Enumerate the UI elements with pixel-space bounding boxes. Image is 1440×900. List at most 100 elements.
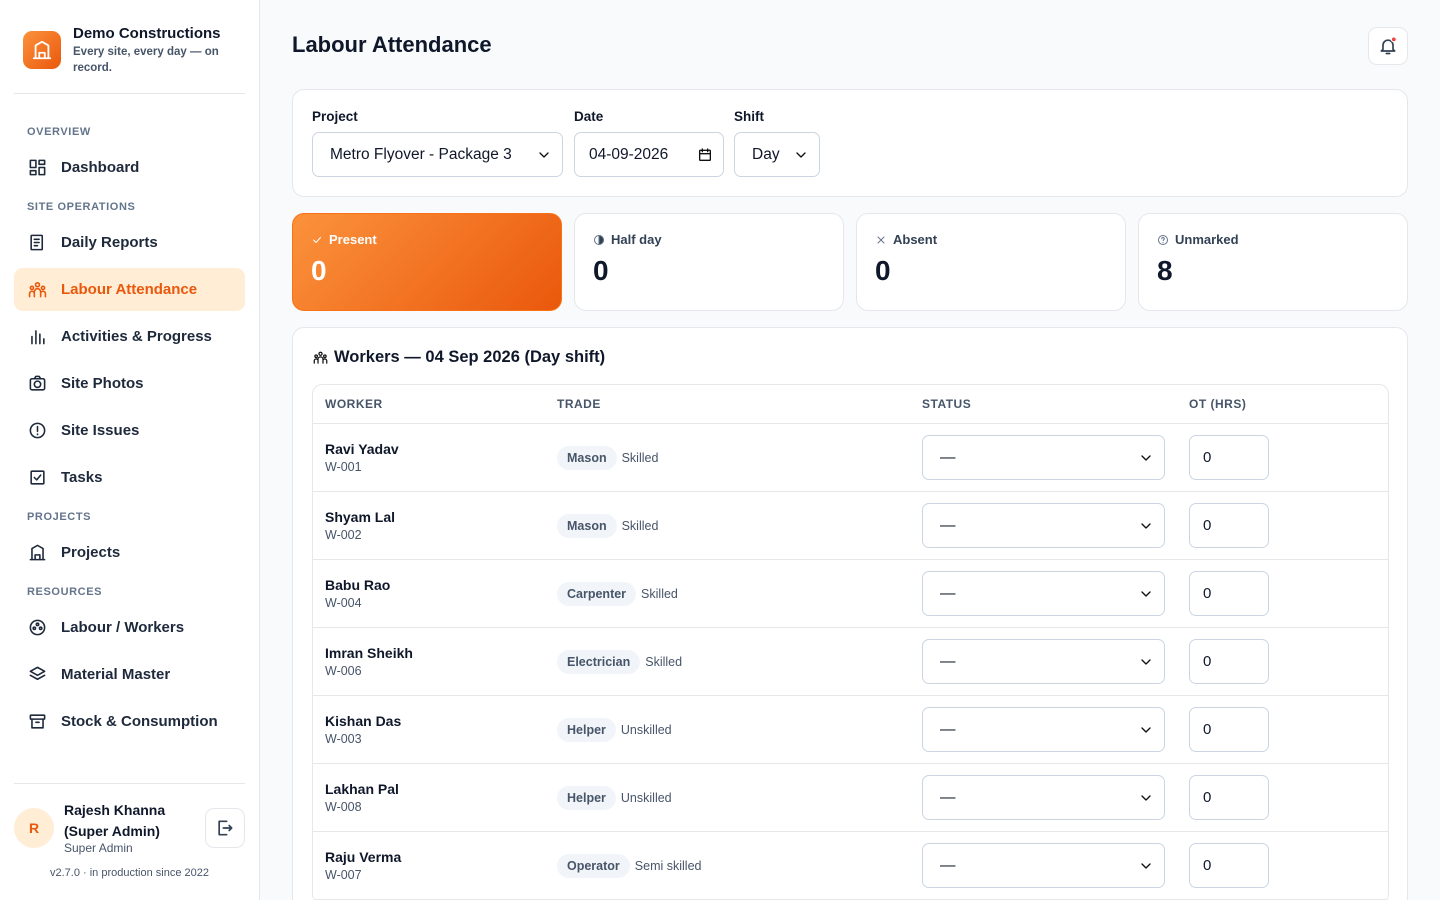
worker-name: Babu Rao [325,577,391,593]
nav-label: Stock & Consumption [61,713,218,730]
brand-logo [23,31,61,69]
nav-label: Daily Reports [61,234,158,251]
nav-item[interactable]: Stock & Consumption [14,700,245,743]
table-row: Raju Verma W-007 Operator Semi skilled — 0 [313,832,1388,900]
filter-value: Day [752,145,780,163]
trade-pill: Mason [557,514,617,538]
filter-control[interactable]: Day [734,132,820,177]
skill: Skilled [641,587,678,601]
nav: OVERVIEW Dashboard SITE OPERATIONS Daily Re… [14,114,245,747]
trade: Mason Skilled [557,514,658,538]
worker-id: W-007 [325,868,362,882]
trade-pill: Helper [557,786,616,810]
nav-item[interactable]: Daily Reports [14,221,245,264]
avatar: R [14,808,54,848]
chevron-icon [1141,658,1151,665]
workers-icon [313,351,328,364]
filter-control[interactable]: Metro Flyover - Package 3 [312,132,563,177]
nav-icon [29,375,46,391]
ot-input[interactable]: 0 [1189,503,1269,548]
ot-input[interactable]: 0 [1189,639,1269,684]
status-select[interactable]: — [922,775,1165,820]
worker-name: Lakhan Pal [325,781,399,797]
control-icon [796,151,806,158]
sidebar: Demo Constructions Every site, every day … [0,0,260,900]
nav-label: Projects [61,544,121,561]
filter-label: Date [574,109,604,124]
nav-item[interactable]: Material Master [14,653,245,696]
table-row: Imran Sheikh W-006 Electrician Skilled — 0 [313,628,1388,696]
divider [14,93,245,94]
trade: Operator Semi skilled [557,854,701,878]
worker-name: Kishan Das [325,713,402,729]
chevron-icon [1141,522,1151,529]
logout-button[interactable] [205,808,245,848]
status-value: — [940,652,956,670]
nav-label: Activities & Progress [61,328,212,345]
ot-input[interactable]: 0 [1189,707,1269,752]
worker-id: W-003 [325,732,362,746]
filter: Project Metro Flyover - Package 3 [312,109,563,177]
nav-icon [31,330,45,345]
stat-card: Unmarked 8 [1138,213,1408,311]
ot-input[interactable]: 0 [1189,843,1269,888]
nav-label: Material Master [61,666,171,683]
stat-label: Absent [875,232,1107,247]
status-value: — [940,856,956,874]
status-select[interactable]: — [922,435,1165,480]
control-icon [539,151,549,158]
brand: Demo Constructions Every site, every day … [23,24,233,76]
nav-item[interactable]: Labour / Workers [14,606,245,649]
skill: Skilled [621,519,659,533]
workers-card: Workers — 04 Sep 2026 (Day shift) WORKER T… [292,327,1408,900]
status-select[interactable]: — [922,707,1165,752]
nav-icon [29,714,46,729]
nav-label: Labour Attendance [61,281,198,298]
worker-name: Imran Sheikh [325,645,413,661]
nav-section-title: SITE OPERATIONS [27,201,136,213]
nav-item[interactable]: Site Issues [14,409,245,452]
logo-icon [32,40,52,60]
nav-icon [28,281,47,298]
status-select[interactable]: — [922,843,1165,888]
status-select[interactable]: — [922,503,1165,548]
notification-button[interactable] [1368,27,1408,65]
filter: Shift Day [734,109,820,177]
filter-control[interactable]: 04-09-2026 [574,132,724,177]
trade-pill: Carpenter [557,582,637,606]
nav-icon [29,619,46,636]
user: R Rajesh Khanna (Super Admin) Super Admin [14,800,245,856]
nav-item[interactable]: Activities & Progress [14,315,245,358]
logout-icon [218,820,233,836]
worker-id: W-008 [325,800,362,814]
user-name: Rajesh Khanna (Super Admin) [64,802,166,839]
status-select[interactable]: — [922,571,1165,616]
chevron-icon [1141,862,1151,869]
column-header: WORKER [325,397,383,411]
status-value: — [940,516,956,534]
stat-card: Absent 0 [856,213,1126,311]
ot-input[interactable]: 0 [1189,571,1269,616]
stat-label: Unmarked [1157,232,1389,247]
stat-card: Present 0 [292,213,562,311]
stat-icon [313,236,321,243]
nav-section-title: RESOURCES [27,586,103,598]
nav-item[interactable]: Labour Attendance [14,268,245,311]
nav-item[interactable]: Dashboard [14,146,245,189]
stat-label: Half day [593,232,825,247]
stat-icon [877,236,885,243]
nav-item[interactable]: Tasks [14,456,245,499]
status-select[interactable]: — [922,639,1165,684]
table-row: Shyam Lal W-002 Mason Skilled — 0 [313,492,1388,560]
trade: Mason Skilled [557,446,658,470]
worker-id: W-006 [325,664,362,678]
trade-pill: Mason [557,446,617,470]
ot-input[interactable]: 0 [1189,435,1269,480]
workers-title-text: Workers — 04 Sep 2026 (Day shift) [334,348,606,366]
ot-input[interactable]: 0 [1189,775,1269,820]
nav-label: Tasks [61,469,103,486]
filter-label: Project [312,109,358,124]
nav-item[interactable]: Projects [14,531,245,574]
nav-item[interactable]: Site Photos [14,362,245,405]
